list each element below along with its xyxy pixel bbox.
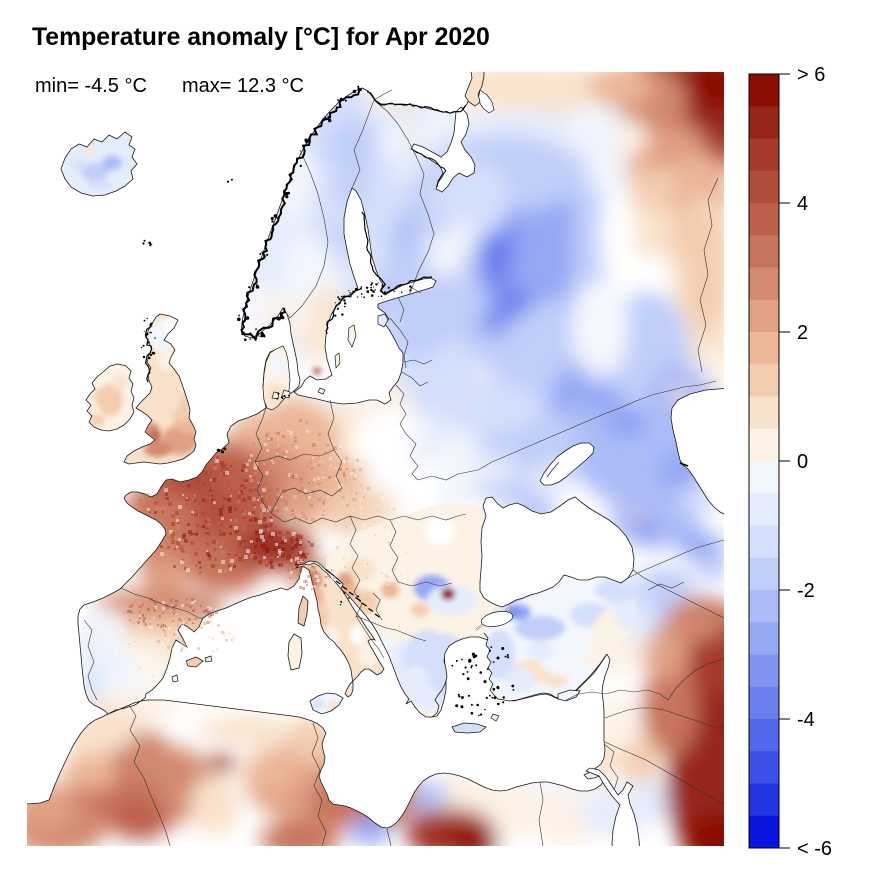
svg-text:max= 12.3 °C: max= 12.3 °C — [182, 75, 304, 97]
svg-text:> 6: > 6 — [797, 64, 825, 86]
svg-text:min= -4.5 °C: min= -4.5 °C — [35, 75, 147, 97]
svg-text:-2: -2 — [797, 580, 815, 602]
svg-text:2: 2 — [797, 322, 808, 344]
svg-text:Temperature anomaly [°C] for A: Temperature anomaly [°C] for Apr 2020 — [32, 24, 490, 51]
svg-text:< -6: < -6 — [797, 838, 832, 860]
svg-text:0: 0 — [797, 451, 808, 473]
svg-text:4: 4 — [797, 193, 808, 215]
svg-text:-4: -4 — [797, 709, 815, 731]
